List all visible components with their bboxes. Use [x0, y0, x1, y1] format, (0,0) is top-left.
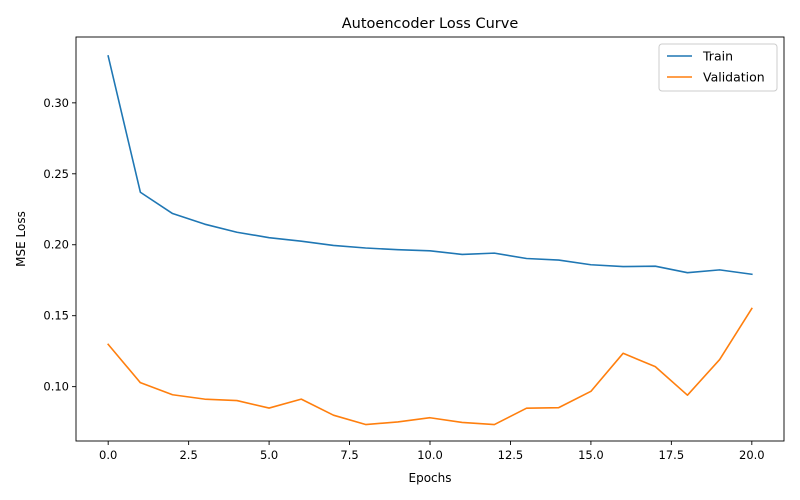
chart-title: Autoencoder Loss Curve — [342, 16, 519, 32]
x-tick-label: 2.5 — [179, 448, 197, 462]
plot-frame — [75, 36, 785, 442]
y-tick-label: 0.20 — [43, 238, 69, 252]
series-layer — [107, 55, 753, 426]
plot-area — [75, 36, 785, 442]
y-tick-label: 0.10 — [43, 380, 69, 394]
y-tick-label: 0.30 — [43, 96, 69, 110]
x-tick-label: 5.0 — [260, 448, 278, 462]
x-axis-ticks: 0.0 2.5 5.0 7.5 10.0 12.5 15.0 17.5 20.0 — [99, 441, 765, 462]
legend-label-validation: Validation — [703, 70, 765, 85]
y-axis-label: MSE Loss — [14, 211, 28, 267]
legend: Train Validation — [658, 43, 778, 92]
y-tick-label: 0.15 — [43, 309, 69, 323]
x-axis-label: Epochs — [409, 471, 452, 485]
series-line-train — [107, 55, 753, 276]
legend-label-train: Train — [702, 49, 733, 64]
series-line-validation — [107, 307, 753, 426]
x-tick-label: 7.5 — [340, 448, 358, 462]
x-tick-label: 12.5 — [498, 448, 524, 462]
x-tick-label: 10.0 — [417, 448, 443, 462]
x-tick-label: 0.0 — [99, 448, 117, 462]
x-tick-label: 15.0 — [578, 448, 604, 462]
x-tick-label: 17.5 — [659, 448, 685, 462]
y-tick-label: 0.25 — [43, 167, 69, 181]
x-tick-label: 20.0 — [739, 448, 765, 462]
y-axis-ticks: 0.10 0.15 0.20 0.25 0.30 — [43, 96, 76, 394]
